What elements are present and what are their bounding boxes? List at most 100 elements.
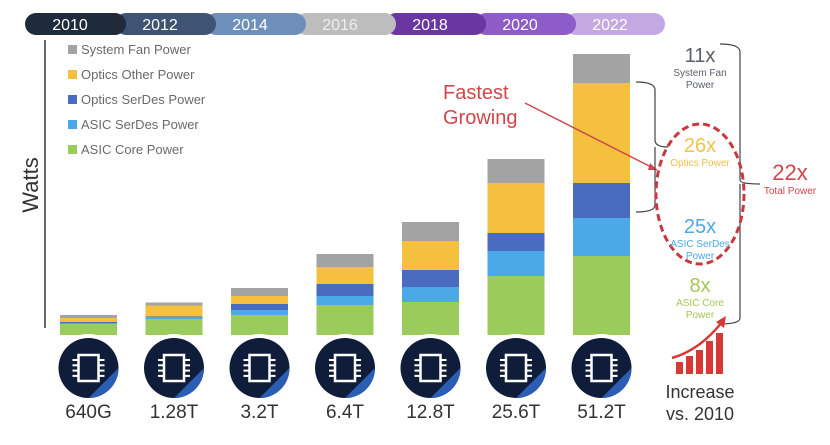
chip-icon (482, 334, 550, 402)
bar-segment-asic-serdes-power (231, 310, 288, 315)
bar-segment-optics-serdes-power (231, 304, 288, 310)
bar-segment-asic-serdes-power (402, 287, 459, 302)
bar-segment-optics-other-power (231, 296, 288, 304)
callout-line1: Fastest (443, 82, 509, 104)
timeline-segment-2012 (115, 13, 216, 35)
increase-value: 22x (772, 160, 807, 185)
bar-segment-asic-core-power (60, 324, 117, 335)
timeline-segment-2018 (385, 13, 486, 35)
increase-value: 26x (684, 135, 716, 157)
legend-label: ASIC SerDes Power (81, 117, 199, 132)
callout-arrow (524, 102, 658, 171)
timeline-label: 2016 (322, 17, 358, 34)
increase-caption-1: Increase (665, 382, 734, 402)
bar-segment-system-fan-power (60, 315, 117, 318)
timeline-label: 2014 (232, 17, 268, 34)
timeline-segment-2016 (295, 13, 396, 35)
increase-label: ASIC SerDes (670, 239, 729, 250)
bar-segment-asic-core-power (145, 319, 203, 335)
increase-label: Optics Power (670, 158, 730, 169)
increase-label: Power (686, 310, 715, 321)
legend: System Fan Power Optics Other Power Optics… (68, 42, 206, 157)
category-label: 3.2T (240, 402, 278, 423)
category-label: 1.28T (150, 402, 199, 423)
timeline-label: 2020 (502, 17, 538, 34)
increase-label: ASIC Core (676, 298, 724, 309)
chip-icon (311, 334, 379, 402)
bar-segment-optics-other-power (573, 83, 630, 183)
chip-icon (396, 334, 465, 402)
legend-swatch (68, 145, 77, 154)
legend-label: Optics Other Power (81, 67, 195, 82)
increase-value: 11x (685, 45, 716, 67)
bar-segment-asic-core-power (316, 305, 374, 335)
arrow-head (648, 163, 657, 170)
growth-chart-icon (671, 316, 726, 374)
increase-label: Total Power (764, 186, 817, 197)
bar-segment-optics-serdes-power (60, 322, 117, 323)
bar-segment-optics-other-power (145, 305, 203, 317)
increase-value: 25x (684, 216, 716, 238)
timeline-segment-2014 (205, 13, 306, 35)
category-label: 640G (65, 402, 111, 423)
legend-swatch (68, 95, 77, 104)
bar-segment-asic-core-power (231, 315, 288, 335)
chip-icon (140, 334, 208, 402)
bar-segment-system-fan-power (231, 288, 288, 296)
category-label: 6.4T (326, 402, 364, 423)
increase-label: Power (686, 251, 715, 262)
timeline: 2010 2012 2014 2016 2018 2020 2022 (25, 13, 665, 35)
callout-line2: Growing (443, 107, 517, 129)
increase-label: System Fan (673, 68, 726, 79)
bar-segment-asic-serdes-power (316, 296, 374, 305)
bar-segment-optics-serdes-power (573, 183, 630, 218)
bar-segment-asic-core-power (402, 302, 459, 335)
bar-segment-optics-serdes-power (145, 316, 203, 317)
increase-label: Power (686, 80, 715, 91)
bar-segment-optics-serdes-power (487, 233, 545, 251)
legend-swatch (68, 45, 77, 54)
increase-caption-2: vs. 2010 (666, 404, 734, 424)
chip-icon (225, 334, 294, 402)
bar-segment-system-fan-power (316, 254, 374, 267)
timeline-segment-2020 (475, 13, 576, 35)
bar-segment-system-fan-power (402, 222, 459, 241)
category-icons: 640G 1.28T 3.2T 6.4T 12.8T 25.6T 51.2T (54, 334, 636, 423)
bar-segment-asic-serdes-power (487, 251, 545, 276)
bar-segment-system-fan-power (145, 302, 203, 306)
timeline-label: 2018 (412, 17, 448, 34)
bar-segment-asic-serdes-power (145, 317, 203, 319)
legend-label: ASIC Core Power (81, 142, 184, 157)
bar-segment-optics-serdes-power (402, 270, 459, 287)
legend-swatch (68, 120, 77, 129)
bar-segment-optics-other-power (316, 267, 374, 284)
chip-icon (54, 334, 123, 402)
increase-value: 8x (689, 275, 710, 297)
timeline-label: 2022 (592, 17, 628, 34)
category-label: 25.6T (492, 402, 541, 423)
bar-segment-optics-other-power (402, 241, 459, 270)
optics-bracket (635, 81, 669, 213)
timeline-segment-2010 (25, 13, 126, 35)
chip-icon (567, 334, 636, 402)
bar-segment-optics-other-power (60, 318, 117, 322)
category-label: 51.2T (577, 402, 626, 423)
highlight-ellipse (654, 122, 746, 266)
bar-segment-system-fan-power (573, 54, 630, 83)
bar-segment-system-fan-power (487, 159, 545, 183)
bars (60, 54, 630, 335)
bar-segment-optics-serdes-power (316, 284, 374, 296)
bar-segment-asic-serdes-power (60, 323, 117, 324)
legend-swatch (68, 70, 77, 79)
bar-segment-optics-other-power (487, 183, 545, 233)
timeline-segment-2022 (565, 13, 665, 35)
total-bracket (719, 43, 761, 325)
timeline-label: 2010 (52, 17, 88, 34)
timeline-label: 2012 (142, 17, 178, 34)
bar-segment-asic-serdes-power (573, 218, 630, 256)
legend-label: System Fan Power (81, 42, 191, 57)
category-label: 12.8T (406, 402, 455, 423)
bar-segment-asic-core-power (487, 276, 545, 335)
